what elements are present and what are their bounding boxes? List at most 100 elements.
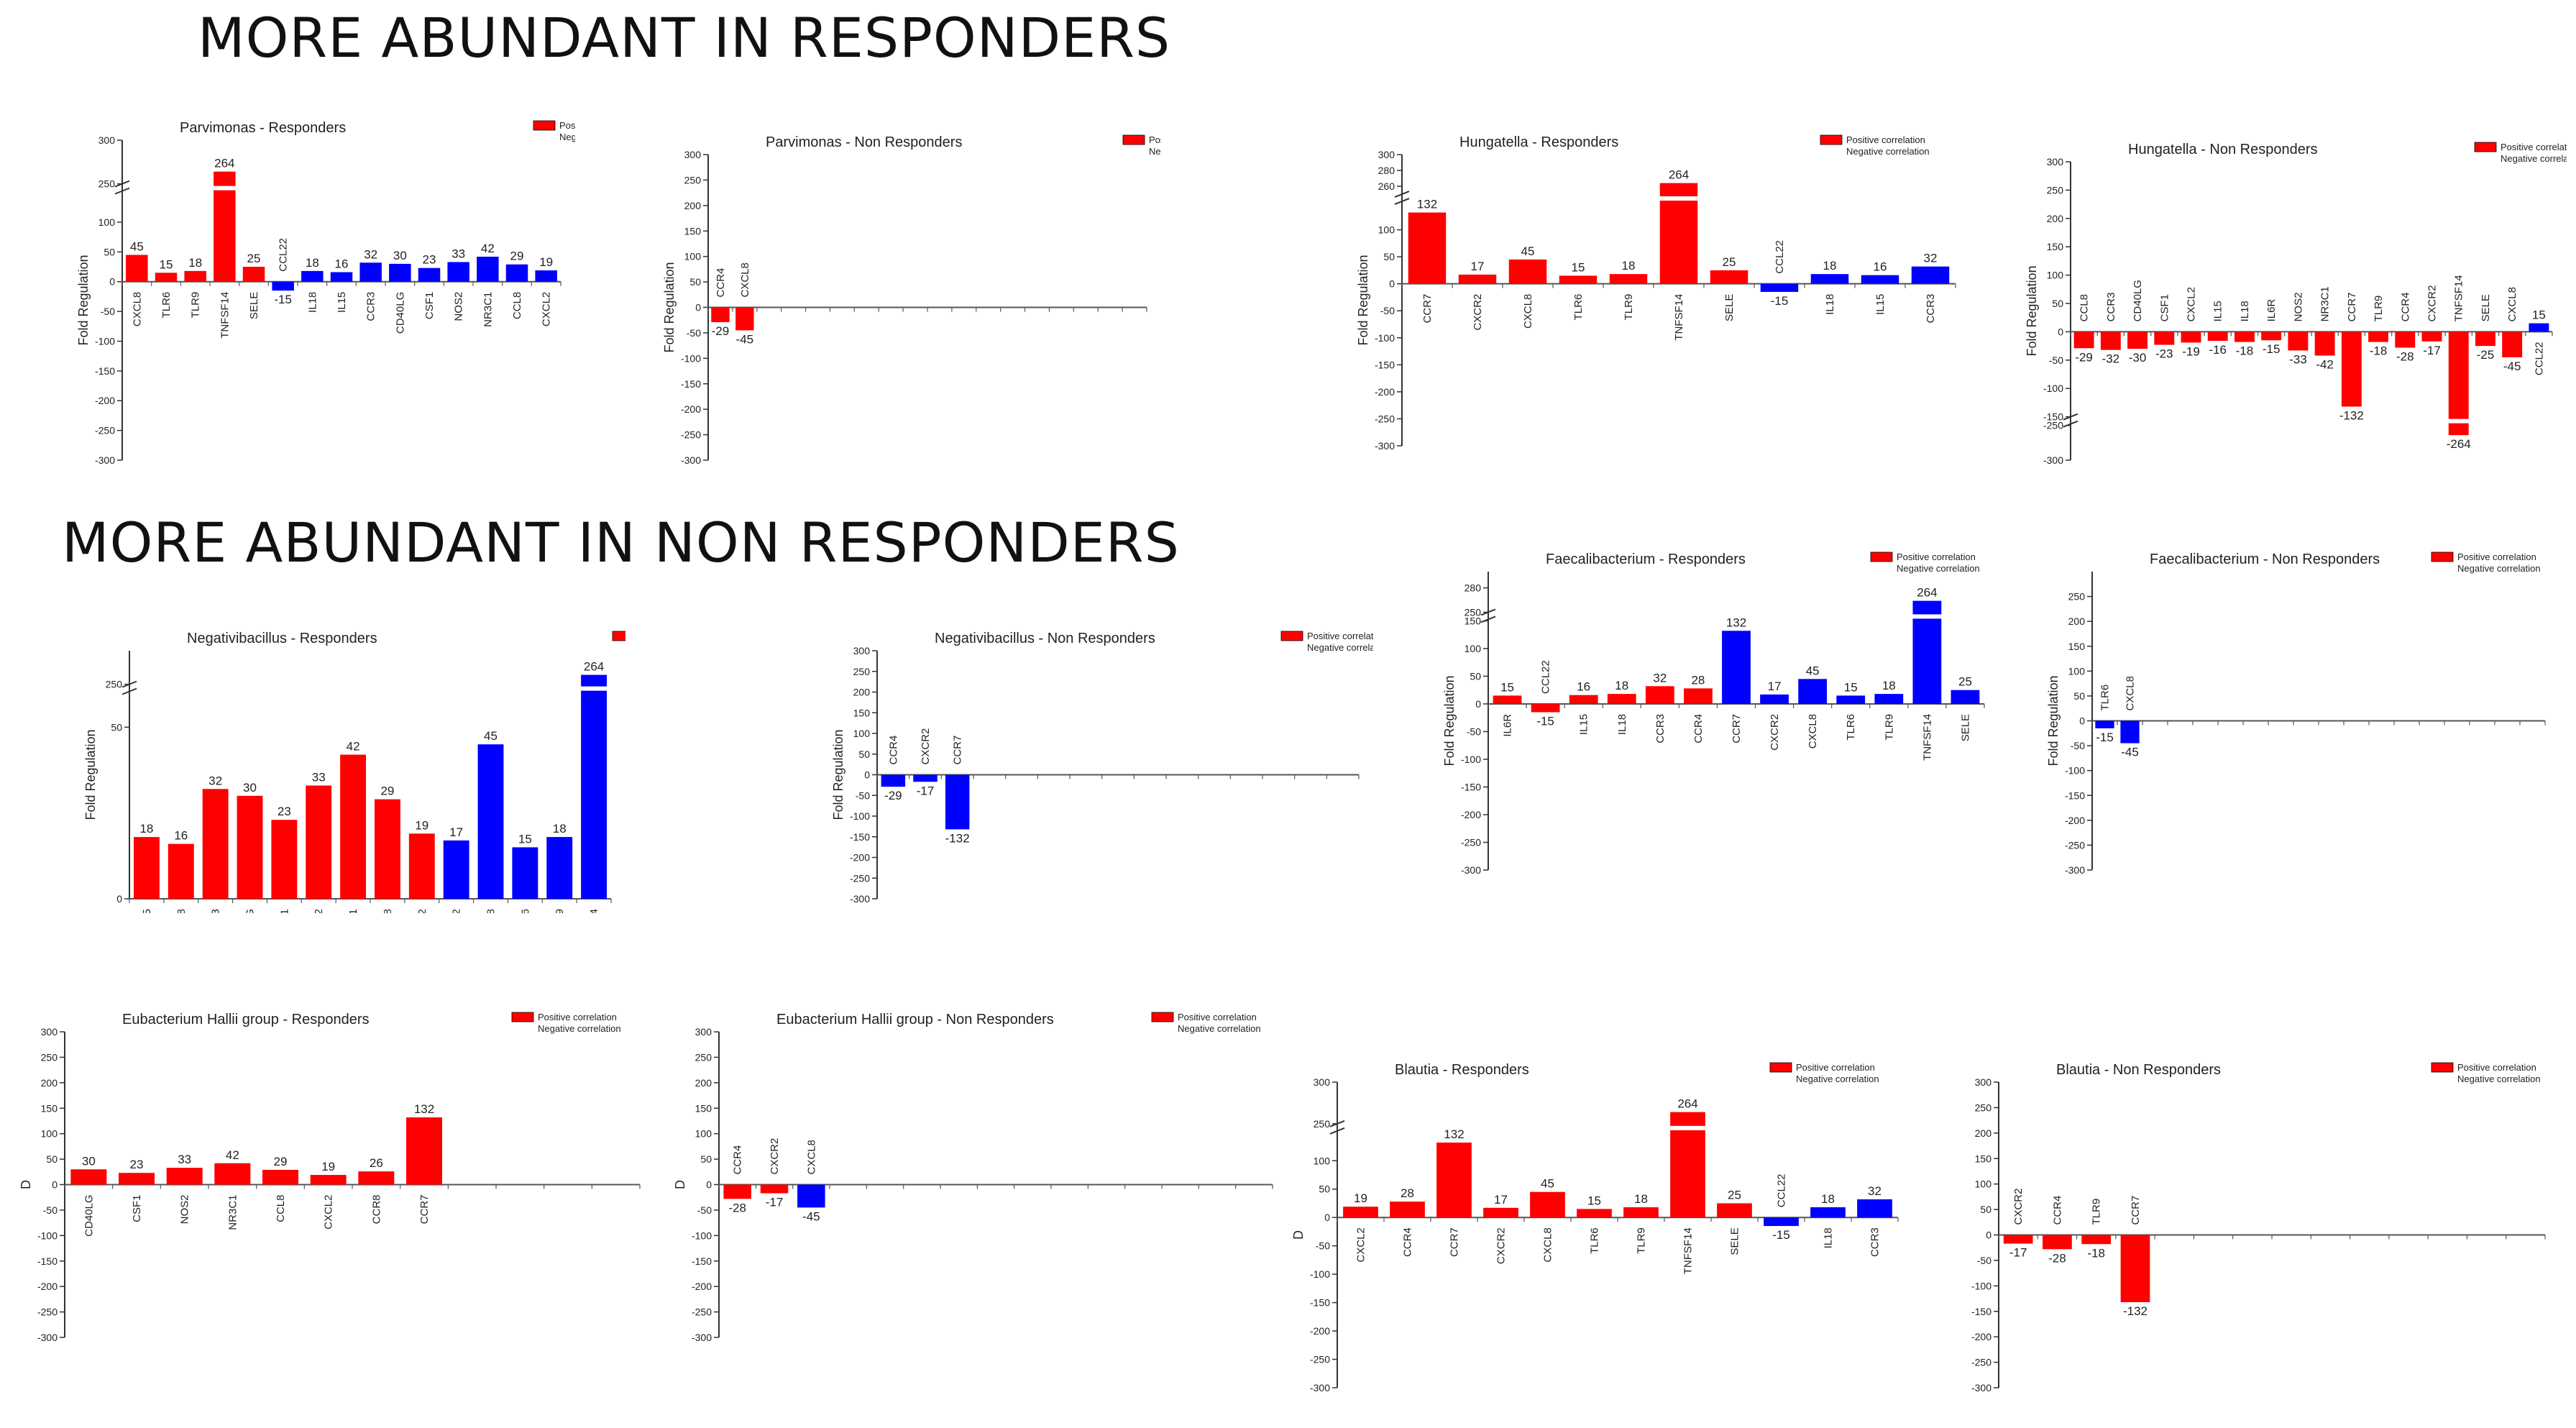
value-label: -19 xyxy=(2182,344,2200,358)
value-label: -42 xyxy=(2316,358,2334,372)
y-tick-label: -100 xyxy=(1375,332,1395,344)
bar-csf1 xyxy=(418,267,441,282)
value-label: 42 xyxy=(226,1148,239,1162)
category-label: SELE xyxy=(1959,714,1971,741)
axis-break-mark xyxy=(114,187,130,195)
value-label: 132 xyxy=(414,1102,434,1116)
y-tick-label: -300 xyxy=(37,1332,58,1343)
category-label: CCR7 xyxy=(2130,1196,2142,1225)
y-tick-label: 300 xyxy=(1975,1076,1992,1088)
value-label: 17 xyxy=(1471,260,1485,273)
category-label: CCR7 xyxy=(418,1195,431,1225)
value-label: 18 xyxy=(1622,259,1636,273)
y-tick-label: -100 xyxy=(2043,383,2063,394)
y-tick-label: -50 xyxy=(1467,726,1481,737)
y-tick-label: -50 xyxy=(1380,305,1395,316)
value-label: -15 xyxy=(274,293,292,306)
legend-swatch-positive xyxy=(1820,134,1843,145)
chart-11: Blautia - Responders Positive correlation… xyxy=(1287,1057,1912,1402)
y-tick-label: 250 xyxy=(41,1051,58,1063)
bar-cxcr2 xyxy=(2421,331,2442,342)
y-tick-label: 50 xyxy=(111,721,122,733)
axis-break-mark xyxy=(1329,1120,1345,1127)
category-label: IL18 xyxy=(2239,301,2251,321)
category-label: TLR6 xyxy=(1845,714,1857,741)
y-tick-label: 200 xyxy=(695,1077,712,1089)
bar-csf1 xyxy=(119,1173,155,1185)
chart-title: Blautia - Non Responders xyxy=(2056,1062,2221,1078)
value-label: 29 xyxy=(510,250,524,263)
category-label: CXCL2 xyxy=(1355,1227,1367,1262)
y-tick-label: -200 xyxy=(850,852,870,864)
y-tick-label: 100 xyxy=(1378,224,1395,236)
value-label: -132 xyxy=(2339,408,2364,422)
y-tick-label: 150 xyxy=(1465,615,1482,626)
bar-cxcr2 xyxy=(1760,694,1789,704)
y-tick-label: -250 xyxy=(850,872,870,884)
y-tick-label: -50 xyxy=(2049,354,2063,366)
category-label: CCR3 xyxy=(1925,294,1937,324)
category-label: CD40LG xyxy=(394,292,406,334)
bar-nos2 xyxy=(166,1168,203,1185)
value-label: 132 xyxy=(1417,198,1437,211)
value-label: 19 xyxy=(1354,1191,1367,1205)
category-label: IL18 xyxy=(175,909,188,913)
y-tick-label: 0 xyxy=(1389,278,1395,290)
bar-nos2 xyxy=(447,262,469,282)
bar-ccr7 xyxy=(945,774,970,830)
y-tick-label: -50 xyxy=(43,1204,58,1216)
bar-ccl8 xyxy=(2073,331,2094,349)
bar-cxcl8 xyxy=(2502,331,2523,357)
y-tick-label: 200 xyxy=(41,1077,58,1089)
category-label: NOS2 xyxy=(313,909,325,913)
y-tick-label: 50 xyxy=(2073,690,2085,702)
axis-break-mark xyxy=(114,180,130,188)
category-label: CXCR2 xyxy=(1472,294,1484,331)
value-label: 33 xyxy=(452,247,465,260)
y-tick-label: -200 xyxy=(1971,1331,1991,1342)
value-label: 17 xyxy=(449,825,463,839)
y-tick-label: -250 xyxy=(681,429,701,441)
value-label: -30 xyxy=(2129,351,2147,365)
category-label: IL6R xyxy=(2265,299,2278,322)
chart-2: Parvimonas - Non Responders Positive corr… xyxy=(658,129,1161,475)
category-label: CCL8 xyxy=(2078,294,2091,321)
y-tick-label: -300 xyxy=(1375,440,1395,452)
value-label: 45 xyxy=(484,729,498,743)
category-label: IL18 xyxy=(1824,294,1836,315)
y-tick-label: 200 xyxy=(853,687,871,698)
y-tick-label: 0 xyxy=(52,1179,58,1191)
legend-negative-label: Negative correlation xyxy=(559,132,575,142)
value-label: 16 xyxy=(1577,680,1590,694)
bar-sele xyxy=(242,267,265,282)
bar-ccr4 xyxy=(711,307,730,323)
chart-svg: Negativibacillus - Responders Positive co… xyxy=(83,631,625,913)
legend-negative-label: Negative correlation xyxy=(2457,1074,2541,1084)
y-tick-label: -250 xyxy=(2043,420,2063,431)
category-label: CCR4 xyxy=(715,268,727,298)
bar-ccr8 xyxy=(358,1171,395,1185)
value-label: 264 xyxy=(584,660,604,674)
axis-break-mark xyxy=(122,687,137,695)
category-label: CCR4 xyxy=(2051,1196,2063,1225)
value-label: 15 xyxy=(2532,308,2546,322)
y-tick-label: 50 xyxy=(2052,298,2063,309)
y-tick-label: 50 xyxy=(1980,1204,1991,1215)
bar-ccl22 xyxy=(1764,1217,1799,1227)
value-label: 16 xyxy=(335,257,349,271)
category-label: CXCR2 xyxy=(1495,1227,1508,1264)
chart-svg: Parvimonas - Non Responders Positive corr… xyxy=(662,134,1161,466)
category-label: TNFSF14 xyxy=(588,909,600,913)
chart-6: Negativibacillus - Non Responders Positiv… xyxy=(827,626,1373,913)
value-label: 132 xyxy=(1444,1127,1464,1141)
bar-ccr3 xyxy=(1857,1199,1892,1218)
category-label: CCR8 xyxy=(370,1195,382,1225)
value-label: -15 xyxy=(2263,342,2281,356)
y-tick-label: -150 xyxy=(2043,411,2063,423)
bar-il6r xyxy=(2261,331,2282,341)
y-axis-label: Fold Regulation xyxy=(2046,675,2061,766)
bar-il18 xyxy=(1607,694,1636,704)
